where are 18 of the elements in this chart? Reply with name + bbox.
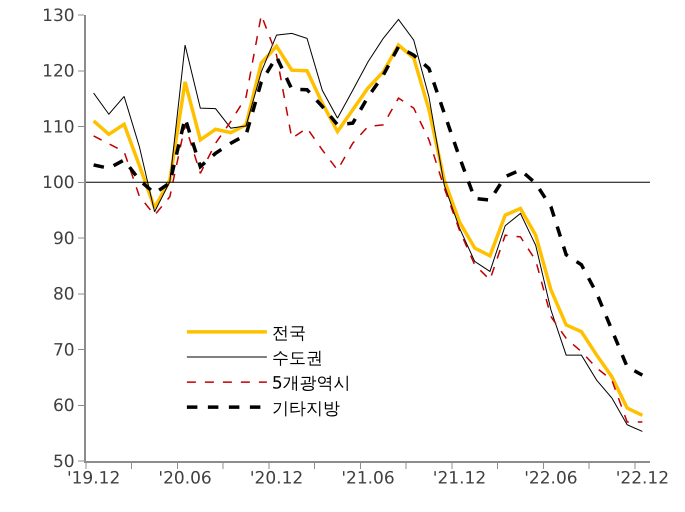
legend-label: 기타지방	[272, 398, 340, 419]
x-tick-label: '21.06	[341, 468, 395, 488]
legend-label: 5개광역시	[272, 374, 351, 394]
y-tick-label: 130	[42, 6, 75, 26]
y-tick-label: 80	[52, 284, 75, 305]
legend-label: 전국	[272, 324, 306, 344]
legend-label: 수도권	[272, 348, 323, 369]
y-tick-label: 110	[42, 117, 75, 138]
y-tick-label: 120	[42, 62, 75, 82]
x-tick-label: '20.12	[250, 468, 304, 488]
x-tick-label: '21.12	[432, 468, 486, 488]
y-tick-label: 90	[52, 228, 75, 249]
x-tick-label: '20.06	[158, 468, 212, 488]
y-tick-label: 70	[52, 340, 75, 360]
x-tick-label: '22.06	[524, 468, 578, 488]
y-tick-label: 100	[42, 173, 75, 194]
y-tick-label: 60	[52, 396, 75, 416]
x-tick-label: '22.12	[616, 468, 670, 488]
